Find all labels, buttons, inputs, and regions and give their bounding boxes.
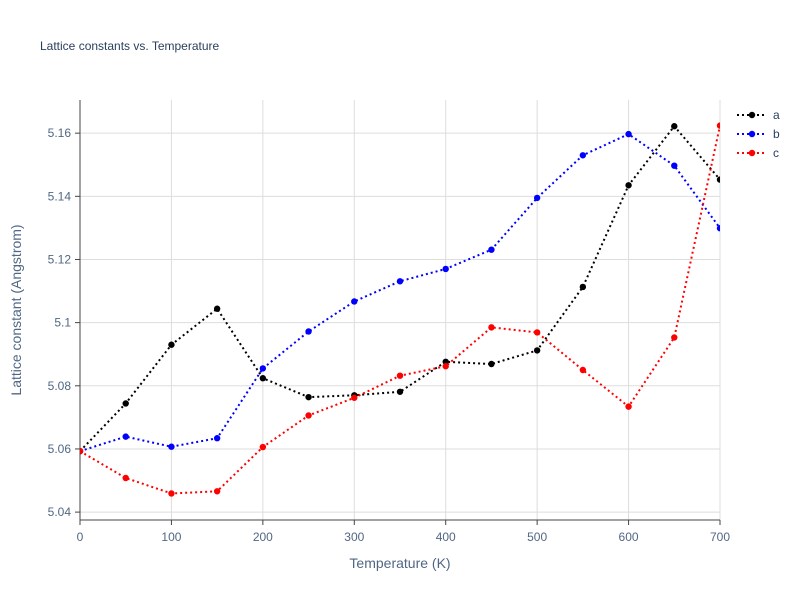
x-tick-label: 400 — [436, 530, 456, 544]
data-point-b — [259, 365, 267, 372]
series-group — [80, 122, 720, 497]
axes: 0 100 200 300 400 500 600 700 5.04 5.06 5.08 5.1 5.1… — [48, 100, 730, 544]
chart-title: Lattice constants vs. Temperature — [40, 39, 220, 53]
data-point-a — [671, 123, 678, 130]
data-point-a — [442, 358, 449, 365]
legend-item-c[interactable]: c — [737, 146, 779, 160]
y-tick-label: 5.06 — [48, 442, 72, 456]
y-tick-label: 5.04 — [48, 505, 72, 519]
data-point-b — [533, 194, 541, 202]
data-point-c — [442, 363, 449, 370]
data-point-c — [671, 334, 678, 341]
y-tick-label: 5.08 — [48, 379, 72, 393]
plot-area — [80, 122, 720, 497]
y-tick-label: 5.1 — [54, 316, 71, 330]
data-point-b — [716, 225, 720, 232]
data-point-b — [671, 162, 678, 169]
data-point-b — [168, 443, 175, 450]
legend-marker-c — [748, 149, 756, 157]
data-point-b — [213, 435, 221, 442]
legend: abc — [737, 108, 780, 160]
data-point-a — [625, 182, 632, 189]
y-tick-label: 5.12 — [48, 252, 72, 266]
legend-label-c: c — [773, 146, 779, 160]
series-line-c — [80, 125, 720, 495]
data-point-c — [625, 403, 632, 410]
x-tick-label: 700 — [710, 530, 730, 544]
data-point-a — [168, 341, 175, 348]
y-tick-label: 5.14 — [48, 189, 72, 203]
legend-item-a[interactable]: a — [737, 108, 780, 122]
x-tick-label: 500 — [527, 530, 547, 544]
data-point-c — [488, 324, 495, 331]
data-point-b — [351, 298, 358, 305]
data-point-c — [716, 122, 720, 129]
data-point-b — [396, 278, 404, 285]
data-point-c — [213, 488, 221, 495]
legend-marker-a — [748, 111, 756, 119]
data-point-c — [80, 447, 84, 455]
data-point-a — [213, 305, 221, 312]
data-point-b — [579, 152, 587, 159]
data-point-b — [122, 433, 129, 440]
data-point-b — [305, 328, 312, 335]
data-point-a — [716, 176, 720, 183]
data-point-c — [305, 412, 312, 419]
legend-marker-b — [748, 130, 756, 138]
data-point-a — [305, 393, 312, 401]
data-point-a — [259, 375, 267, 382]
data-point-a — [579, 283, 587, 291]
data-point-a — [396, 388, 404, 395]
legend-label-a: a — [773, 108, 780, 122]
data-point-c — [396, 372, 404, 379]
data-point-b — [625, 130, 632, 138]
x-axis-title: Temperature (K) — [349, 555, 450, 571]
x-tick-label: 100 — [161, 530, 181, 544]
data-point-b — [488, 246, 495, 253]
series-line-b — [80, 132, 720, 453]
data-point-c — [533, 329, 541, 336]
data-point-a — [488, 360, 495, 368]
data-point-c — [579, 366, 587, 374]
data-point-c — [259, 443, 267, 451]
data-point-c — [122, 474, 129, 482]
y-axis-title: Lattice constant (Angstrom) — [8, 224, 24, 395]
grid — [79, 100, 721, 520]
data-point-b — [442, 265, 449, 273]
data-point-a — [533, 347, 541, 354]
x-tick-label: 200 — [253, 530, 273, 544]
y-tick-label: 5.16 — [48, 126, 72, 140]
legend-item-b[interactable]: b — [737, 127, 780, 141]
x-tick-label: 300 — [344, 530, 364, 544]
legend-label-b: b — [773, 127, 780, 141]
data-point-c — [351, 394, 358, 401]
x-tick-label: 0 — [77, 530, 84, 544]
data-point-a — [122, 400, 129, 407]
data-point-c — [168, 490, 175, 497]
x-tick-label: 600 — [619, 530, 639, 544]
